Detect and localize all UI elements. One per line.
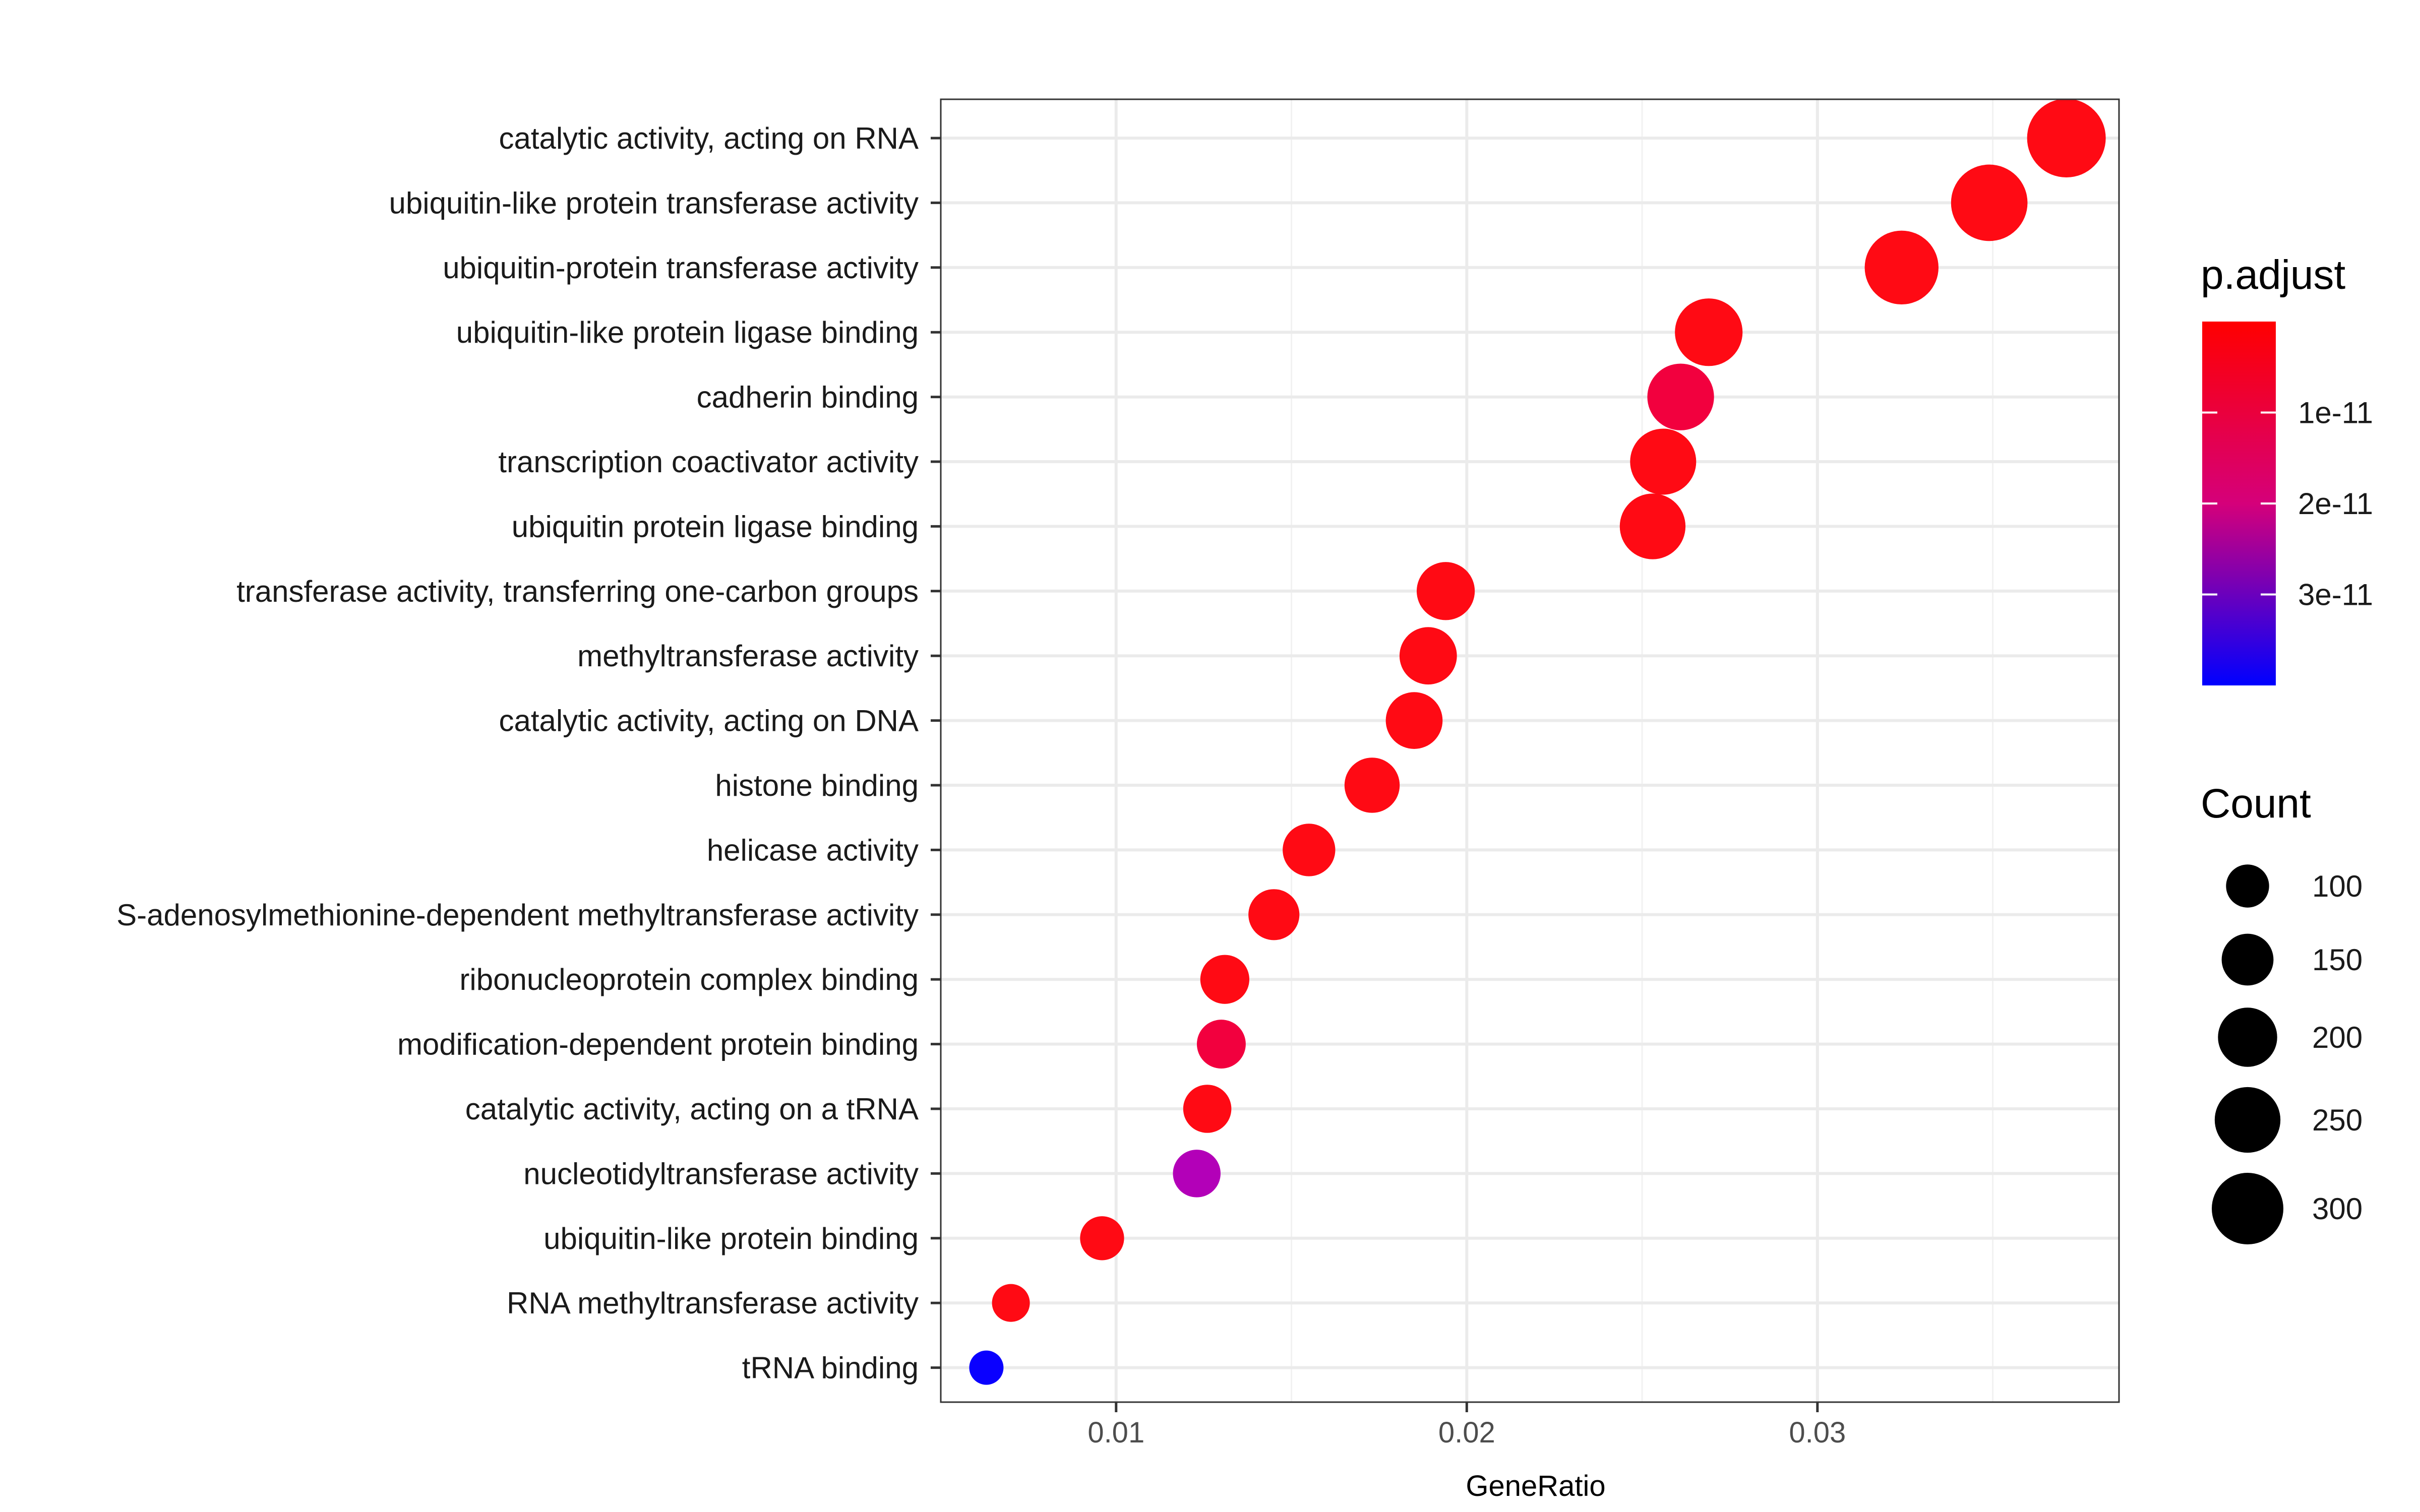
count-legend-circle (2218, 1007, 2277, 1067)
data-point (992, 1284, 1030, 1322)
count-legend-label: 200 (2312, 1021, 2363, 1054)
data-point (1248, 889, 1300, 940)
y-tick-label: ubiquitin-like protein transferase activ… (389, 186, 919, 220)
y-tick-label: ubiquitin-protein transferase activity (443, 251, 919, 285)
count-legend-label: 100 (2312, 869, 2363, 903)
y-axis-ticks: catalytic activity, acting on RNA ubiquit… (116, 121, 941, 1385)
data-point (1951, 164, 2028, 241)
count-legend-circle (2221, 933, 2274, 986)
count-legend-label: 250 (2312, 1103, 2363, 1137)
data-point (1200, 955, 1250, 1004)
count-legend-title: Count (2201, 781, 2311, 827)
y-tick-label: ribonucleoprotein complex binding (459, 963, 919, 996)
y-tick-label: ubiquitin-like protein ligase binding (456, 316, 919, 349)
count-legend-keys: 100 150 200 250 300 (2211, 864, 2363, 1245)
x-tick-label: 0.02 (1438, 1416, 1495, 1449)
p-adjust-legend: p.adjust 1e-11 2e-11 3e-11 (2201, 252, 2373, 685)
y-tick-label: modification-dependent protein binding (397, 1028, 919, 1061)
data-point (1344, 758, 1400, 813)
data-point (1619, 493, 1686, 559)
x-tick-label: 0.03 (1789, 1416, 1846, 1449)
y-tick-label: helicase activity (707, 833, 919, 867)
y-tick-label: catalytic activity, acting on DNA (499, 704, 919, 738)
x-axis-ticks: 0.01 0.02 0.03 (1087, 1402, 1846, 1449)
panel-border (940, 98, 2120, 1403)
data-point (1647, 363, 1714, 430)
y-tick-label: ubiquitin-like protein binding (543, 1222, 919, 1255)
y-tick-label: S-adenosylmethionine-dependent methyltra… (116, 898, 919, 932)
colorbar-ticks: 1e-11 2e-11 3e-11 (2202, 396, 2373, 612)
data-point (1196, 1020, 1246, 1069)
data-point (1183, 1085, 1232, 1133)
y-tick-label: catalytic activity, acting on a tRNA (465, 1092, 919, 1126)
y-tick-label: histone binding (715, 769, 919, 802)
data-point (1399, 627, 1457, 685)
data-point (1080, 1216, 1124, 1261)
grid-lines (941, 99, 2119, 1402)
y-tick-label: methyltransferase activity (577, 639, 919, 673)
colorbar-tick-label: 2e-11 (2298, 487, 2373, 521)
count-legend-label: 150 (2312, 943, 2363, 977)
y-tick-label: ubiquitin protein ligase binding (512, 510, 919, 543)
count-legend: Count 100 150 200 250 300 (2201, 781, 2363, 1245)
data-points (969, 99, 2106, 1385)
data-point (1630, 428, 1697, 495)
count-legend-label: 300 (2312, 1192, 2363, 1226)
y-tick-label: transcription coactivator activity (498, 445, 919, 479)
colorbar-tick-label: 1e-11 (2298, 396, 2373, 430)
count-legend-circle (2214, 1087, 2281, 1153)
y-tick-label: RNA methyltransferase activity (507, 1286, 919, 1320)
data-point (1416, 562, 1475, 620)
data-point (1864, 230, 1939, 304)
x-axis-title: GeneRatio (1466, 1470, 1605, 1502)
count-legend-circle (2211, 1172, 2284, 1245)
y-tick-label: catalytic activity, acting on RNA (499, 121, 919, 155)
y-tick-label: cadherin binding (697, 381, 919, 414)
data-point (1283, 824, 1336, 876)
y-tick-label: nucleotidyltransferase activity (523, 1157, 919, 1190)
y-tick-label: transferase activity, transferring one-c… (236, 575, 919, 608)
x-tick-label: 0.01 (1087, 1416, 1144, 1449)
data-point (1385, 692, 1443, 749)
y-tick-label: tRNA binding (742, 1351, 919, 1385)
colorbar-tick-label: 3e-11 (2298, 578, 2373, 612)
data-point (1675, 298, 1743, 366)
data-point (969, 1350, 1004, 1385)
count-legend-circle (2226, 864, 2269, 908)
data-point (1173, 1150, 1221, 1198)
data-point (2027, 99, 2106, 177)
p-adjust-legend-title: p.adjust (2201, 252, 2345, 298)
